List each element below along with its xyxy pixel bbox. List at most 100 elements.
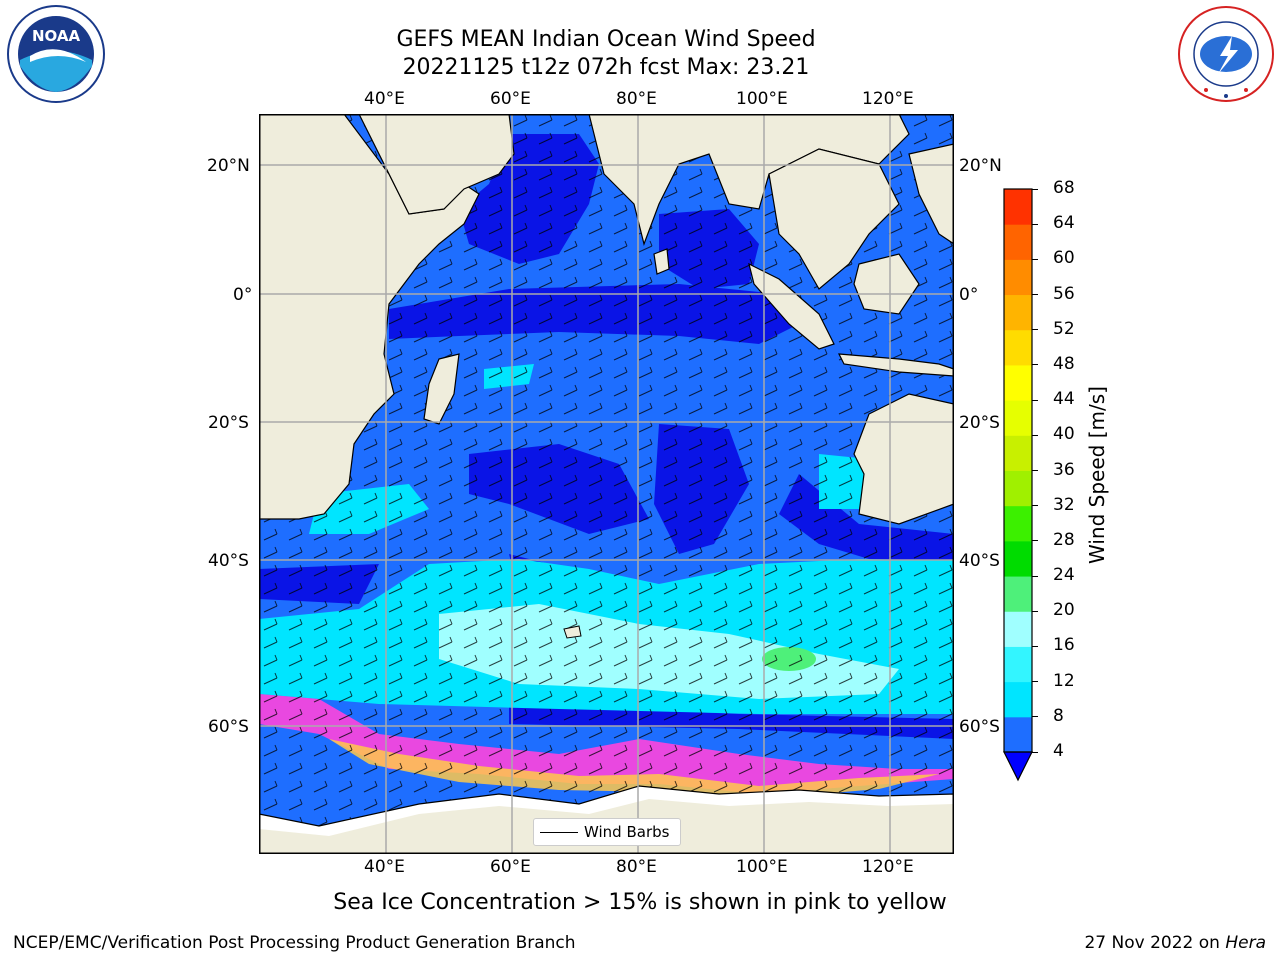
sea-ice-caption: Sea Ice Concentration > 15% is shown in … bbox=[333, 890, 947, 915]
colorbar-block-4 bbox=[1004, 611, 1032, 647]
lon-label-top-1: 40°E bbox=[364, 89, 405, 109]
lon-label-bottom-2: 60°E bbox=[490, 857, 531, 877]
land-australia bbox=[853, 393, 954, 525]
colorbar-tick-mark bbox=[1032, 610, 1038, 612]
colorbar-tick-label: 68 bbox=[1053, 178, 1075, 198]
colorbar-tick-mark bbox=[1032, 223, 1038, 225]
colorbar-tick-mark bbox=[1032, 188, 1038, 190]
footer-organization: NCEP/EMC/Verification Post Processing Pr… bbox=[13, 933, 576, 953]
lat-label-left-3: 20°S bbox=[208, 413, 249, 433]
colorbar-tick-label: 64 bbox=[1053, 213, 1075, 234]
colorbar-tick-mark bbox=[1032, 575, 1038, 577]
lon-label-bottom-5: 120°E bbox=[862, 857, 914, 877]
land-sumatra bbox=[748, 262, 835, 350]
footer-date-text: 27 Nov 2022 on bbox=[1084, 933, 1226, 953]
lon-label-bottom-4: 100°E bbox=[736, 857, 788, 877]
graticule bbox=[259, 114, 954, 854]
colorbar-tick-mark bbox=[1032, 716, 1038, 718]
colorbar-tick-label: 52 bbox=[1053, 318, 1075, 339]
lat-label-left-1: 20°N bbox=[207, 156, 250, 176]
lon-label-bottom-1: 40°E bbox=[364, 857, 405, 877]
lat-label-left-4: 40°S bbox=[208, 551, 249, 571]
colorbar-tick-label: 56 bbox=[1053, 283, 1075, 304]
land-madagascar bbox=[423, 353, 460, 425]
colorbar-tick-label: 44 bbox=[1053, 389, 1075, 410]
land-borneo bbox=[853, 253, 920, 315]
colorbar-tick-mark bbox=[1032, 470, 1038, 471]
colorbar-block-3 bbox=[1004, 646, 1032, 683]
colorbar-tick-mark bbox=[1032, 294, 1038, 296]
lon-label-top-2: 60°E bbox=[490, 89, 531, 109]
colorbar-tick-mark bbox=[1032, 681, 1038, 683]
colorbar-tick-label: 16 bbox=[1053, 635, 1075, 656]
legend-label: Wind Barbs bbox=[584, 823, 670, 841]
colorbar-extend-arrow bbox=[1003, 751, 1033, 782]
colorbar-tick-label: 40 bbox=[1053, 424, 1075, 445]
lon-label-top-4: 100°E bbox=[736, 89, 788, 109]
colorbar-tick-mark bbox=[1032, 751, 1038, 753]
colorbar-block-2 bbox=[1004, 681, 1032, 718]
land-java bbox=[837, 353, 954, 377]
colorbar-block-14 bbox=[1004, 259, 1032, 296]
map-frame bbox=[259, 114, 954, 854]
land-se-asia bbox=[768, 148, 900, 290]
colorbar-tick-label: 20 bbox=[1053, 600, 1075, 621]
colorbar-block-6 bbox=[1004, 540, 1032, 577]
colorbar-tick-mark bbox=[1032, 329, 1038, 331]
lat-label-right-3: 20°S bbox=[959, 413, 1000, 433]
noaa-logo: NOAA bbox=[7, 5, 105, 103]
svg-text:NOAA: NOAA bbox=[32, 27, 81, 45]
nws-logo bbox=[1178, 6, 1274, 102]
lat-label-right-5: 60°S bbox=[959, 717, 1000, 737]
colorbar-tick-mark bbox=[1032, 399, 1038, 401]
colorbar-block-7 bbox=[1004, 505, 1032, 542]
colorbar-tick-label: 12 bbox=[1053, 670, 1075, 691]
kerguelen-island bbox=[563, 625, 582, 639]
colorbar-tick-mark bbox=[1032, 434, 1038, 436]
colorbar-block-5 bbox=[1004, 576, 1032, 612]
lat-label-right-1: 20°N bbox=[959, 156, 1002, 176]
colorbar-tick-label: 4 bbox=[1053, 741, 1064, 761]
colorbar-block-9 bbox=[1004, 435, 1032, 471]
wind-speed-map bbox=[259, 114, 954, 854]
colorbar-block-8 bbox=[1004, 470, 1032, 507]
colorbar-tick-label: 60 bbox=[1053, 248, 1075, 269]
chart-title-line2: 20221125 t12z 072h fcst Max: 23.21 bbox=[402, 55, 810, 80]
colorbar-tick-label: 48 bbox=[1053, 353, 1075, 374]
colorbar-tick-label: 8 bbox=[1053, 705, 1064, 726]
lat-label-right-2: 0° bbox=[959, 285, 979, 305]
colorbar-block-1 bbox=[1004, 716, 1032, 753]
colorbar-tick-mark bbox=[1032, 364, 1038, 366]
colorbar-block-15 bbox=[1004, 224, 1032, 260]
lat-label-left-5: 60°S bbox=[208, 717, 249, 737]
map-legend: Wind Barbs bbox=[533, 818, 681, 846]
land-sri-lanka bbox=[653, 248, 670, 275]
land-arabia bbox=[358, 114, 515, 215]
colorbar-block-13 bbox=[1004, 294, 1032, 331]
colorbar bbox=[1003, 188, 1033, 782]
colorbar-tick-mark bbox=[1032, 258, 1038, 260]
lat-label-left-2: 0° bbox=[233, 285, 253, 305]
colorbar-tick-label: 24 bbox=[1053, 565, 1075, 586]
colorbar-tick-mark bbox=[1032, 505, 1038, 507]
colorbar-tick-mark bbox=[1032, 645, 1038, 647]
colorbar-tick-mark bbox=[1032, 540, 1038, 542]
colorbar-tick-label: 32 bbox=[1053, 494, 1075, 515]
colorbar-tick-label: 28 bbox=[1053, 529, 1075, 550]
chart-title-line1: GEFS MEAN Indian Ocean Wind Speed bbox=[396, 27, 816, 52]
lon-label-top-3: 80°E bbox=[616, 89, 657, 109]
colorbar-block-11 bbox=[1004, 364, 1032, 401]
lat-label-right-4: 40°S bbox=[959, 551, 1000, 571]
colorbar-block-10 bbox=[1004, 400, 1032, 436]
footer-date: 27 Nov 2022 on Hera bbox=[1084, 933, 1266, 953]
lon-label-bottom-3: 80°E bbox=[616, 857, 657, 877]
footer-machine: Hera bbox=[1225, 933, 1266, 953]
colorbar-block-16 bbox=[1004, 189, 1032, 225]
colorbar-label: Wind Speed [m/s] bbox=[1085, 386, 1109, 564]
colorbar-tick-label: 36 bbox=[1053, 459, 1075, 480]
lon-label-top-5: 120°E bbox=[862, 89, 914, 109]
land-philippines bbox=[908, 143, 954, 245]
colorbar-block-12 bbox=[1004, 329, 1032, 366]
legend-barb-line bbox=[540, 832, 578, 833]
